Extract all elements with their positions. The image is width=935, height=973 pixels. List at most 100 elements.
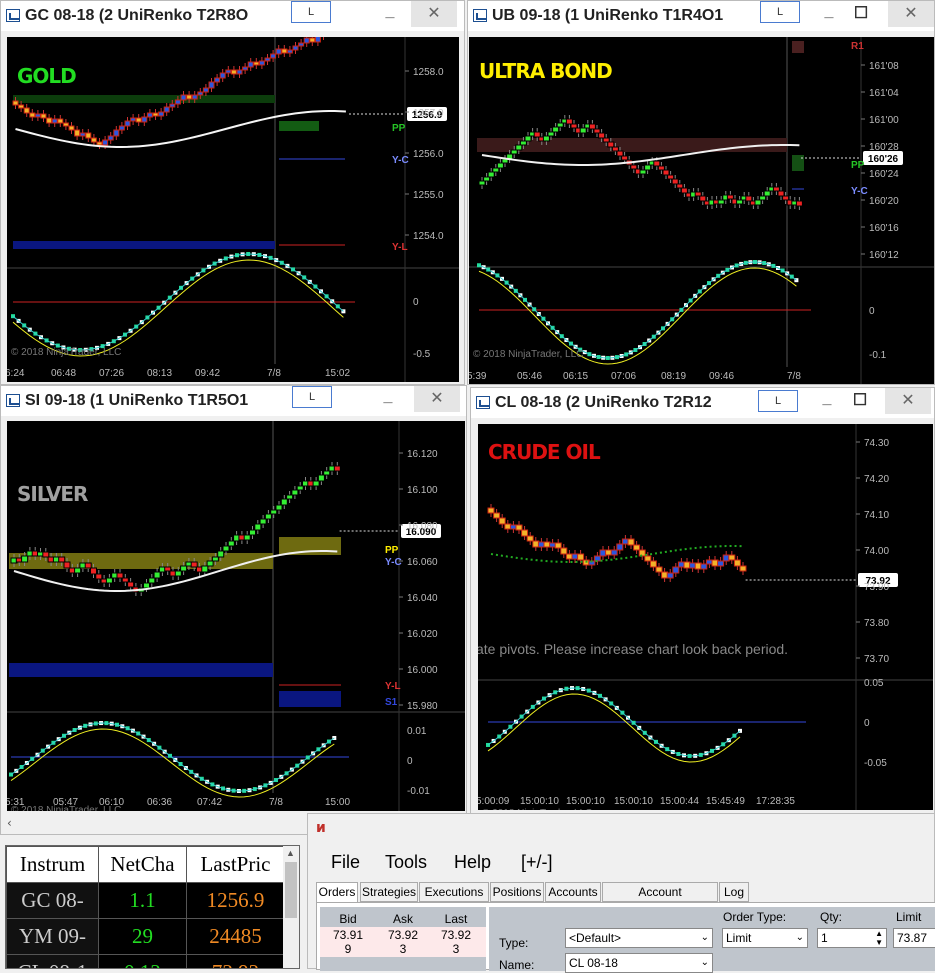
tab-log[interactable]: Log xyxy=(719,882,749,902)
renko-brick xyxy=(649,560,657,568)
type-dropdown[interactable]: <Default> ⌄ xyxy=(565,928,713,948)
renko-brick xyxy=(102,139,109,146)
renko-brick xyxy=(46,117,53,124)
si-chart[interactable]: 16.090 16.120 16.100 16.080 16.060 16.040 16.0… xyxy=(7,421,465,811)
market-watch-grid: Instrum NetCha LastPric GC 08- 1.1 1256.… xyxy=(5,845,300,969)
ub-l-button[interactable]: L xyxy=(760,1,800,23)
renko-brick xyxy=(542,135,550,142)
ask-price[interactable]: 73.92 xyxy=(387,928,419,942)
gc-l-button[interactable]: L xyxy=(291,1,331,23)
limit-price-input[interactable]: 73.87 xyxy=(893,928,935,948)
renko-brick xyxy=(717,560,725,567)
renko-brick xyxy=(599,549,607,557)
gc-close-button[interactable]: ✕ xyxy=(411,1,457,27)
si-l-button[interactable]: L xyxy=(292,386,332,408)
renko-brick xyxy=(42,551,50,558)
renko-brick xyxy=(524,135,532,142)
ub-chart[interactable]: 160'26 161'08 161'04 161'00 160'28 160'24 160'… xyxy=(469,37,934,384)
watch-vertical-scrollbar[interactable]: ▲ xyxy=(283,846,299,968)
menu-toggle[interactable]: [+/-] xyxy=(521,852,553,872)
renko-brick xyxy=(29,112,36,118)
renko-brick xyxy=(105,577,113,584)
price-tick-label: 161'04 xyxy=(869,88,899,99)
time-tick-label: 08:13 xyxy=(147,368,172,379)
bid-ask-box: Bid Ask Last 73.91 73.92 73.92 9 3 3 xyxy=(320,907,486,971)
last-price-box xyxy=(858,573,898,587)
qty-stepper[interactable]: 1 ▲ ▼ xyxy=(817,928,887,948)
cl-chart[interactable]: 73.92 74.30 74.20 74.10 74.00 73.90 73.80 73.70… xyxy=(478,424,933,810)
si-titlebar[interactable]: SI 09-18 (1 UniRenko T1R5O1 L _ ✕ xyxy=(1,386,466,416)
cl-maximize-button[interactable]: ☐ xyxy=(852,392,868,409)
menu-file[interactable]: File xyxy=(331,852,361,872)
bid-price[interactable]: 73.91 xyxy=(332,928,364,942)
cl-window-title: CL 08-18 (2 UniRenko T2R12 xyxy=(495,394,712,411)
gc-titlebar[interactable]: GC 08-18 (2 UniRenko T2R8O L _ ✕ xyxy=(1,1,464,31)
oscillator-tick-label: 0.01 xyxy=(407,726,427,737)
qty-label: Qty: xyxy=(820,910,843,924)
price-tick-label: 16.080 xyxy=(407,521,438,532)
ask-header: Ask xyxy=(392,912,413,926)
renko-brick xyxy=(51,118,58,124)
price-tick-label: 1255.0 xyxy=(413,190,444,201)
renko-brick xyxy=(694,191,702,197)
scroll-up-icon[interactable]: ▲ xyxy=(286,848,295,858)
header-instrument[interactable]: Instrum xyxy=(6,846,99,883)
tab-accounts[interactable]: Accounts xyxy=(545,882,601,902)
instrument-cell: YM 09- xyxy=(6,918,99,955)
tab-positions[interactable]: Positions xyxy=(490,882,544,902)
ub-minimize-button[interactable]: _ xyxy=(824,3,834,20)
ub-close-button[interactable]: ✕ xyxy=(888,1,934,27)
tab-executions[interactable]: Executions xyxy=(419,882,489,902)
table-row[interactable]: GC 08- 1.1 1256.9 xyxy=(6,882,285,919)
tab-account-performance[interactable]: Account Performance xyxy=(602,882,718,917)
renko-brick xyxy=(633,544,641,551)
ub-titlebar[interactable]: UB 09-18 (1 UniRenko T1R4O1 L _ ☐ ✕ xyxy=(468,1,934,31)
ub-maximize-button[interactable]: ☐ xyxy=(853,5,869,22)
price-tick-label: 161'00 xyxy=(869,115,899,126)
tab-strategies[interactable]: Strategies xyxy=(360,882,418,902)
price-tick-label: 16.100 xyxy=(407,485,438,496)
name-dropdown[interactable]: CL 08-18 ⌄ xyxy=(565,953,713,973)
table-row[interactable]: CL 08-1 0.12 73.92 xyxy=(6,954,285,968)
table-row[interactable]: YM 09- 29 24485 xyxy=(6,918,285,955)
header-last-price[interactable]: LastPric xyxy=(186,846,285,883)
renko-brick xyxy=(95,573,103,580)
renko-brick xyxy=(18,104,25,109)
scroll-left-icon[interactable]: ‹ xyxy=(7,816,12,830)
instrument-label: SILVER xyxy=(17,482,88,506)
oscillator-line xyxy=(12,253,344,351)
stepper-arrows-icon[interactable]: ▲ ▼ xyxy=(875,929,883,947)
renko-brick xyxy=(258,60,265,66)
menu-tools[interactable]: Tools xyxy=(385,852,428,872)
chevron-down-icon: ⌄ xyxy=(700,932,709,943)
renko-brick xyxy=(754,199,762,206)
cl-titlebar[interactable]: CL 08-18 (2 UniRenko T2R12 L _ ☐ ✕ xyxy=(471,388,934,418)
order-type-dropdown[interactable]: Limit ⌄ xyxy=(722,928,808,948)
renko-brick xyxy=(143,582,150,589)
renko-brick xyxy=(135,117,142,123)
time-tick-label: 06:48 xyxy=(51,368,76,379)
renko-brick xyxy=(627,538,635,546)
si-close-button[interactable]: ✕ xyxy=(414,386,460,412)
gc-minimize-button[interactable]: _ xyxy=(385,3,395,20)
price-tick-label: 160'12 xyxy=(869,250,899,261)
menu-help[interactable]: Help xyxy=(454,852,492,872)
renko-brick xyxy=(510,149,518,155)
oscillator-tick-label: 0 xyxy=(413,297,419,308)
scroll-thumb[interactable] xyxy=(285,862,297,918)
renko-brick xyxy=(483,176,491,182)
renko-brick xyxy=(253,61,260,66)
instrument-cell: GC 08- xyxy=(6,882,99,919)
header-net-change[interactable]: NetCha xyxy=(98,846,187,883)
price-tick-label: 1256.0 xyxy=(413,149,444,160)
cl-close-button[interactable]: ✕ xyxy=(885,388,931,414)
cl-l-button[interactable]: L xyxy=(758,390,798,412)
cl-minimize-button[interactable]: _ xyxy=(822,390,832,407)
renko-brick xyxy=(163,106,170,113)
gc-chart[interactable]: 1256.9 1258.0 1257.0 1256.0 1255.0 1254.0 PP Y-… xyxy=(7,37,459,382)
tab-orders[interactable]: Orders xyxy=(316,882,358,903)
renko-brick xyxy=(270,53,277,59)
si-minimize-button[interactable]: _ xyxy=(383,388,393,405)
copyright-label: © 2018 NinjaTrader, LLC xyxy=(11,347,121,358)
renko-brick xyxy=(733,559,741,567)
